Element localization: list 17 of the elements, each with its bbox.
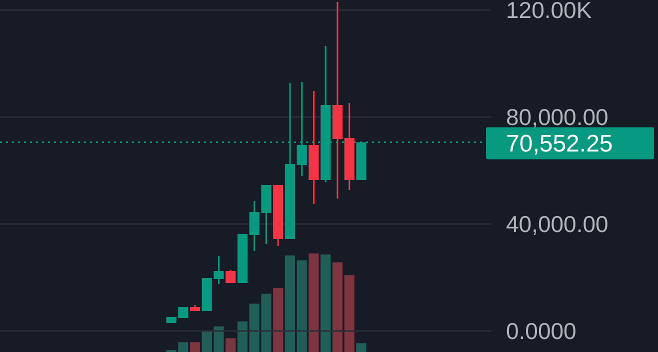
candlestick xyxy=(226,269,236,284)
bar xyxy=(356,343,366,352)
y-tick-label: 80,000.00 xyxy=(506,104,608,130)
bar xyxy=(332,262,343,352)
ref-line-label: 70,552.25 xyxy=(506,130,613,158)
bar xyxy=(226,338,236,352)
bar xyxy=(296,260,307,352)
y-tick-label: 120.00K xyxy=(506,0,592,24)
y-tick-label: 40,000.00 xyxy=(506,211,608,238)
bar xyxy=(190,342,200,352)
bar xyxy=(320,254,331,352)
bar xyxy=(237,321,248,352)
y-tick-label: 0.0000 xyxy=(506,318,576,344)
bar xyxy=(284,255,296,352)
bar xyxy=(273,288,284,352)
bar xyxy=(308,253,319,352)
bar xyxy=(344,275,354,352)
